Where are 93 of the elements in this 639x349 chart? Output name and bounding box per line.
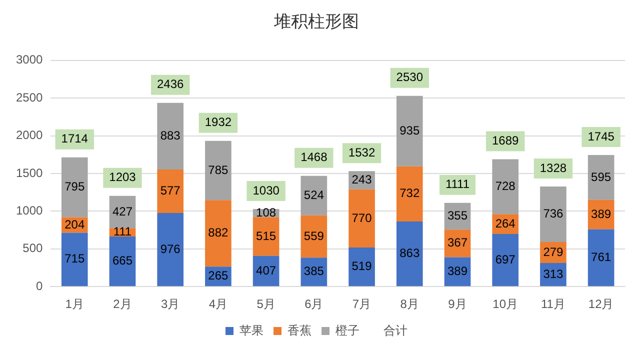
x-tick-label: 5月 [256,297,276,312]
data-label: 785 [208,162,229,177]
total-label: 2436 [156,77,184,92]
data-label: 313 [543,266,564,281]
data-label: 265 [208,268,229,283]
x-tick-label: 9月 [448,297,467,312]
data-label: 715 [64,252,85,266]
x-tick-label: 11月 [540,297,566,312]
data-label: 407 [256,263,276,278]
total-label: 1111 [445,177,470,192]
data-label: 367 [447,236,468,250]
data-label: 204 [64,217,85,232]
y-tick-label: 2500 [16,90,44,104]
data-label: 577 [160,184,181,198]
data-label: 515 [256,228,276,243]
bar [205,140,232,200]
x-tick-label: 2月 [113,297,132,312]
data-label: 665 [112,254,133,268]
y-tick-label: 1000 [16,204,44,218]
bar [61,232,88,286]
chart-title: 堆积柱形图 [273,12,359,31]
y-tick-label: 1500 [16,166,44,180]
x-tick-label: 3月 [161,297,180,312]
bar [396,96,423,166]
data-label: 279 [543,244,564,259]
bar [300,215,328,258]
text: 合计 [384,323,408,338]
bar [61,157,88,218]
data-label: 736 [543,206,564,221]
data-label: 355 [447,208,468,223]
legend-label: 香蕉 [288,323,312,338]
total-label: 1030 [252,183,280,198]
data-label: 732 [400,186,420,200]
x-tick-label: 8月 [400,297,419,312]
data-label: 519 [352,259,372,274]
legend-label: 苹果 [240,323,264,338]
data-label: 595 [591,170,612,184]
data-label: 935 [400,123,420,138]
data-label: 389 [447,264,468,278]
total-label: 1328 [540,160,567,175]
legend-label: 橙子 [336,323,360,338]
data-label: 761 [591,250,612,264]
data-label: 883 [160,128,181,143]
total-label: 1532 [348,145,376,160]
data-label: 264 [495,216,516,230]
total-label: 1745 [588,129,615,144]
data-label: 389 [591,206,612,221]
data-label: 427 [112,204,133,218]
data-label: 524 [304,188,324,202]
data-label: 559 [304,228,324,243]
x-tick-label: 1月 [65,297,84,312]
x-tick-label: 12月 [588,297,614,312]
total-label: 1689 [492,134,520,148]
bar [540,186,566,242]
total-label: 2530 [396,70,424,84]
bar [157,170,184,214]
bar [348,189,375,248]
total-label: 1932 [204,115,232,130]
data-label: 795 [64,180,85,194]
total-label: 1714 [61,132,88,146]
bar [300,176,328,216]
bar [588,155,614,200]
bar [396,222,423,286]
x-tick-label: 7月 [352,297,372,312]
bar [109,236,136,286]
data-label: 243 [352,172,372,187]
data-label: 111 [113,224,132,239]
total-label: 1203 [109,170,136,184]
x-tick-label: 4月 [208,297,228,312]
data-label: 882 [208,226,229,240]
x-tick-label: 6月 [304,297,324,312]
bar [252,217,280,256]
bar [157,102,184,170]
bar [492,159,519,214]
y-tick-label: 0 [36,278,44,293]
bar [157,213,184,286]
data-label: 697 [495,252,516,266]
x-tick-label: 10月 [492,297,518,312]
bar [588,229,614,286]
bar [396,166,423,222]
bar [348,247,375,286]
data-label: 863 [400,246,420,260]
data-label: 976 [160,242,181,256]
bar [492,234,519,286]
y-tick-label: 500 [22,241,44,256]
bar [205,200,232,267]
y-tick-label: 3000 [16,52,44,67]
total-label: 1468 [300,150,328,164]
data-label: 770 [352,210,372,225]
data-label: 385 [304,264,324,278]
data-label: 108 [256,205,276,220]
y-tick-label: 2000 [16,128,44,142]
data-label: 728 [495,179,516,194]
